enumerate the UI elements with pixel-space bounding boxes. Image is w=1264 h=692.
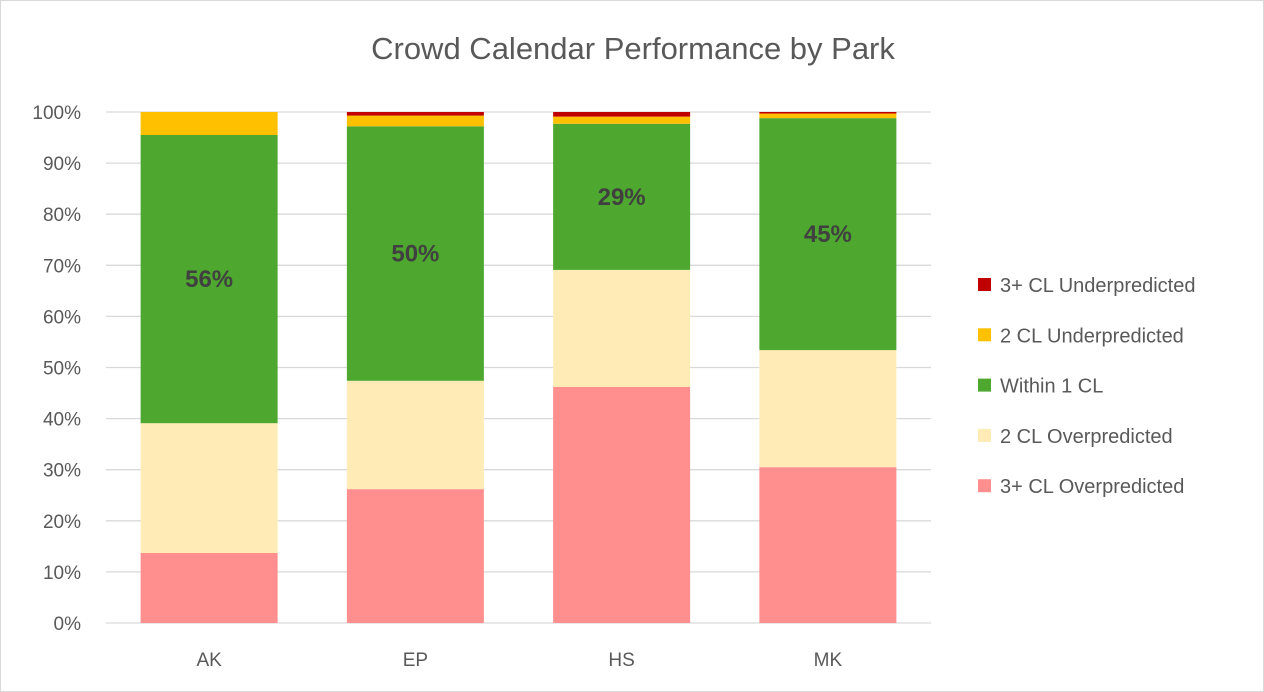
legend-swatch	[978, 328, 991, 342]
bar-segment	[553, 116, 691, 124]
x-tick-label: MK	[814, 650, 843, 671]
bar-segment	[553, 269, 691, 387]
legend-label: 3+ CL Underpredicted	[1000, 275, 1196, 297]
x-tick-label: HS	[608, 650, 634, 671]
bar-segment	[759, 350, 897, 468]
bar-segment	[759, 112, 897, 114]
legend-label: 3+ CL Overpredicted	[1000, 476, 1184, 498]
y-tick-label: 60%	[43, 307, 81, 328]
y-tick-label: 90%	[43, 154, 81, 175]
y-tick-label: 20%	[43, 512, 81, 533]
y-tick-label: 10%	[43, 563, 81, 584]
data-label: 45%	[804, 221, 852, 248]
legend-swatch	[978, 479, 991, 493]
y-tick-label: 100%	[32, 103, 81, 124]
y-tick-label: 0%	[54, 614, 82, 635]
y-tick-label: 80%	[43, 205, 81, 226]
bar-segment	[553, 386, 691, 623]
bar-segment	[346, 112, 484, 116]
data-label: 56%	[185, 266, 233, 293]
data-label: 50%	[391, 241, 439, 268]
y-tick-label: 30%	[43, 461, 81, 482]
bar-segment	[140, 552, 278, 623]
x-tick-label: EP	[403, 650, 428, 671]
bar-segment	[140, 134, 278, 424]
bar-segment	[346, 126, 484, 381]
legend-label: 2 CL Underpredicted	[1000, 325, 1184, 347]
y-tick-label: 40%	[43, 410, 81, 431]
bar-segment	[346, 115, 484, 127]
legend-label: Within 1 CL	[1000, 376, 1103, 398]
bar-segment	[140, 423, 278, 553]
legend-swatch	[978, 378, 991, 392]
y-tick-label: 70%	[43, 256, 81, 277]
y-tick-label: 50%	[43, 359, 81, 380]
bar-segment	[553, 112, 691, 117]
legend-swatch	[978, 278, 991, 291]
bar-segment	[759, 118, 897, 351]
bar-segment	[346, 380, 484, 490]
bar-segment	[759, 467, 897, 623]
x-tick-label: AK	[196, 650, 222, 671]
chart-title: Crowd Calendar Performance by Park	[371, 31, 895, 66]
bar-segment	[759, 113, 897, 119]
bar-segment	[553, 123, 691, 270]
legend-label: 2 CL Overpredicted	[1000, 426, 1173, 448]
bar-segment	[346, 489, 484, 623]
bar-segment	[140, 112, 278, 135]
legend-swatch	[978, 428, 991, 442]
data-label: 29%	[598, 184, 646, 211]
